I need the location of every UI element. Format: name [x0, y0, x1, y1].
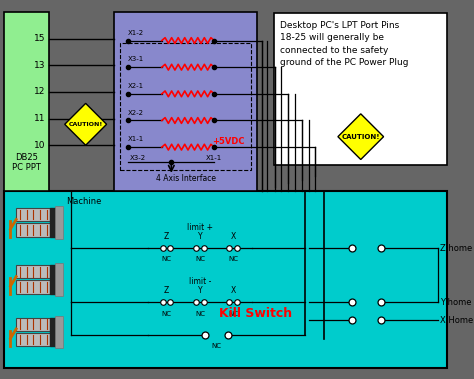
Text: 11: 11 [34, 114, 46, 123]
Text: NC: NC [228, 311, 238, 317]
Bar [4, 191, 447, 368]
Text: limit -: limit - [189, 277, 211, 286]
Polygon shape [338, 114, 383, 160]
Bar [50, 208, 55, 236]
Bar [55, 316, 63, 348]
Text: Y: Y [198, 287, 202, 295]
Text: X: X [230, 287, 236, 295]
Bar [120, 43, 251, 170]
Text: NC: NC [162, 257, 172, 263]
Text: NC: NC [211, 343, 221, 349]
Text: Z: Z [164, 232, 169, 241]
Bar [16, 208, 50, 221]
Text: 13: 13 [34, 61, 46, 70]
Text: Y home: Y home [440, 298, 471, 307]
Text: Y: Y [198, 232, 202, 241]
Polygon shape [65, 103, 107, 145]
Bar [274, 13, 447, 165]
Bar [50, 318, 55, 346]
Text: CAUTION!: CAUTION! [341, 134, 380, 140]
Bar [16, 318, 50, 331]
Bar [16, 223, 50, 236]
Text: X Home: X Home [440, 316, 473, 325]
Text: NC: NC [195, 311, 205, 317]
Text: 15: 15 [34, 34, 46, 43]
Text: X3-1: X3-1 [128, 56, 144, 63]
Text: NC: NC [228, 257, 238, 263]
Bar [16, 333, 50, 346]
Bar [50, 265, 55, 294]
Text: Machine: Machine [66, 197, 101, 206]
Text: 12: 12 [34, 88, 46, 96]
Text: 10: 10 [34, 141, 46, 150]
Bar [4, 12, 49, 191]
Text: 4 Axis Interface: 4 Axis Interface [155, 174, 216, 183]
Text: Kill Switch: Kill Switch [219, 307, 292, 320]
Text: X2-2: X2-2 [128, 110, 144, 116]
Text: X1-2: X1-2 [128, 30, 144, 36]
Bar [55, 206, 63, 238]
Text: NC: NC [162, 311, 172, 317]
Bar [55, 263, 63, 296]
Bar [16, 280, 50, 294]
Bar [16, 265, 50, 279]
Text: CAUTION!: CAUTION! [69, 122, 103, 127]
Text: Z: Z [164, 287, 169, 295]
Bar [114, 12, 257, 191]
Text: X2-1: X2-1 [128, 83, 144, 89]
Text: limit +: limit + [187, 222, 213, 232]
Text: X1-1: X1-1 [128, 136, 144, 143]
Text: Z home: Z home [440, 244, 472, 252]
Text: DB25
PC PPT: DB25 PC PPT [12, 153, 41, 172]
Text: +5VDC: +5VDC [212, 137, 245, 146]
Text: NC: NC [195, 257, 205, 263]
Text: X: X [230, 232, 236, 241]
Text: X3-2: X3-2 [130, 155, 146, 161]
Text: Desktop PC's LPT Port Pins
18-25 will generally be
connected to the safety
groun: Desktop PC's LPT Port Pins 18-25 will ge… [280, 20, 408, 67]
Text: X1-1: X1-1 [206, 155, 222, 161]
